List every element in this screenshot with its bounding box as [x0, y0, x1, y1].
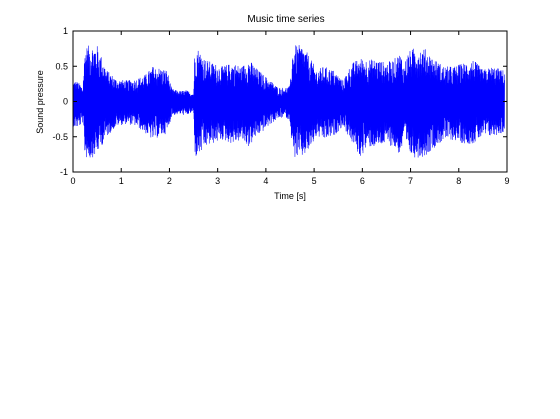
x-tick-label: 2 — [167, 176, 172, 186]
x-tick-label: 0 — [70, 176, 75, 186]
x-tick-label: 9 — [504, 176, 509, 186]
x-tick-label: 5 — [312, 176, 317, 186]
waveform-line — [72, 45, 505, 158]
x-tick-label: 8 — [456, 176, 461, 186]
waveform-series-group — [72, 45, 505, 158]
plot-area: 0 1 2 3 4 5 6 7 8 9 1 0.5 0 -0.5 -1 — [52, 26, 509, 186]
chart-title: Music time series — [247, 14, 324, 25]
y-tick-label: -1 — [60, 167, 68, 177]
y-tick-label: 1 — [63, 26, 68, 36]
x-axis-ticks: 0 1 2 3 4 5 6 7 8 9 — [70, 31, 510, 186]
x-axis-label: Time [s] — [274, 191, 306, 201]
y-tick-label: 0 — [63, 97, 68, 107]
x-tick-label: 3 — [215, 176, 220, 186]
y-axis-label: Sound pressure — [35, 70, 45, 134]
x-tick-label: 6 — [360, 176, 365, 186]
x-tick-label: 7 — [408, 176, 413, 186]
y-tick-label: -0.5 — [52, 132, 68, 142]
x-tick-label: 1 — [119, 176, 124, 186]
y-axis-ticks: 1 0.5 0 -0.5 -1 — [52, 26, 507, 177]
x-tick-label: 4 — [263, 176, 268, 186]
y-tick-label: 0.5 — [55, 61, 68, 71]
